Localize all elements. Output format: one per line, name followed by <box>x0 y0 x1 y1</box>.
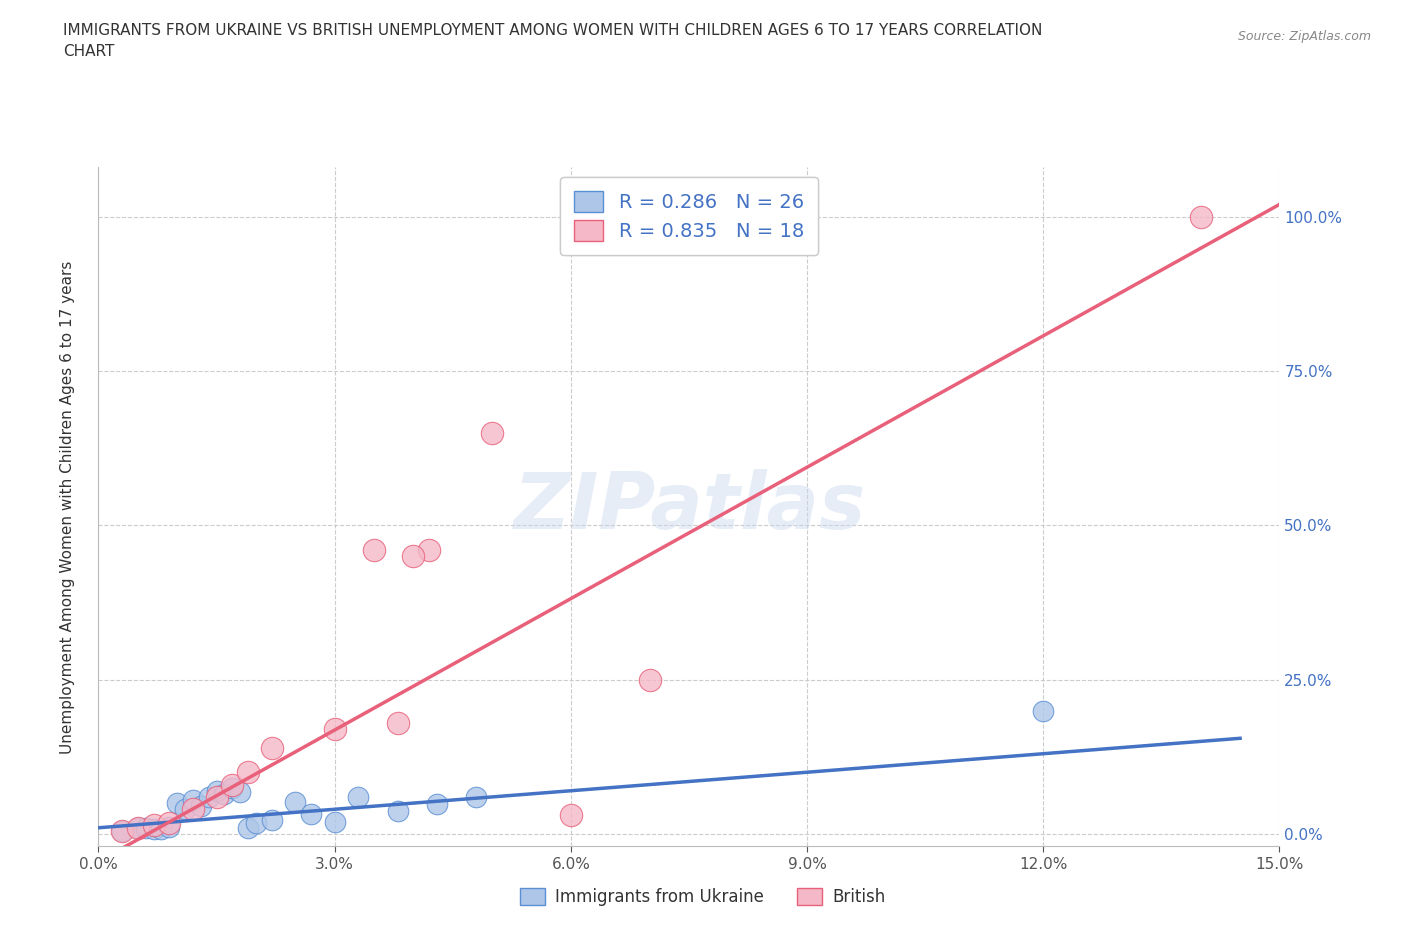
Point <box>214 787 236 802</box>
Text: ZIPatlas: ZIPatlas <box>513 469 865 545</box>
Point <box>221 777 243 792</box>
Point <box>481 425 503 440</box>
Point <box>387 804 409 818</box>
Point <box>1189 209 1212 224</box>
Point <box>111 823 134 838</box>
Point <box>465 790 488 804</box>
Point <box>127 820 149 835</box>
Point <box>127 820 149 835</box>
Point <box>323 722 346 737</box>
Point <box>245 816 267 830</box>
Point <box>229 785 252 800</box>
Point <box>157 819 180 834</box>
Point <box>260 813 283 828</box>
Point <box>181 802 204 817</box>
Point <box>1032 703 1054 718</box>
Point <box>323 814 346 829</box>
Point <box>402 549 425 564</box>
Text: CHART: CHART <box>63 44 115 59</box>
Point <box>142 817 165 832</box>
Point <box>174 802 197 817</box>
Point <box>236 764 259 779</box>
Point <box>284 794 307 809</box>
Point <box>205 790 228 804</box>
Point <box>363 542 385 557</box>
Text: IMMIGRANTS FROM UKRAINE VS BRITISH UNEMPLOYMENT AMONG WOMEN WITH CHILDREN AGES 6: IMMIGRANTS FROM UKRAINE VS BRITISH UNEMP… <box>63 23 1043 38</box>
Point <box>181 792 204 807</box>
Point <box>236 820 259 835</box>
Point <box>221 780 243 795</box>
Point <box>190 799 212 814</box>
Text: Source: ZipAtlas.com: Source: ZipAtlas.com <box>1237 30 1371 43</box>
Point <box>135 820 157 835</box>
Y-axis label: Unemployment Among Women with Children Ages 6 to 17 years: Unemployment Among Women with Children A… <box>60 260 75 753</box>
Point <box>299 806 322 821</box>
Point <box>347 790 370 804</box>
Point <box>418 542 440 557</box>
Legend: R = 0.286   N = 26, R = 0.835   N = 18: R = 0.286 N = 26, R = 0.835 N = 18 <box>561 177 817 255</box>
Point <box>157 816 180 830</box>
Point <box>260 740 283 755</box>
Point <box>166 796 188 811</box>
Point <box>150 821 173 836</box>
Point <box>638 672 661 687</box>
Point <box>560 808 582 823</box>
Point <box>205 783 228 798</box>
Point <box>142 821 165 836</box>
Point <box>387 715 409 730</box>
Legend: Immigrants from Ukraine, British: Immigrants from Ukraine, British <box>513 881 893 912</box>
Point <box>197 790 219 804</box>
Point <box>426 797 449 812</box>
Point <box>111 823 134 838</box>
